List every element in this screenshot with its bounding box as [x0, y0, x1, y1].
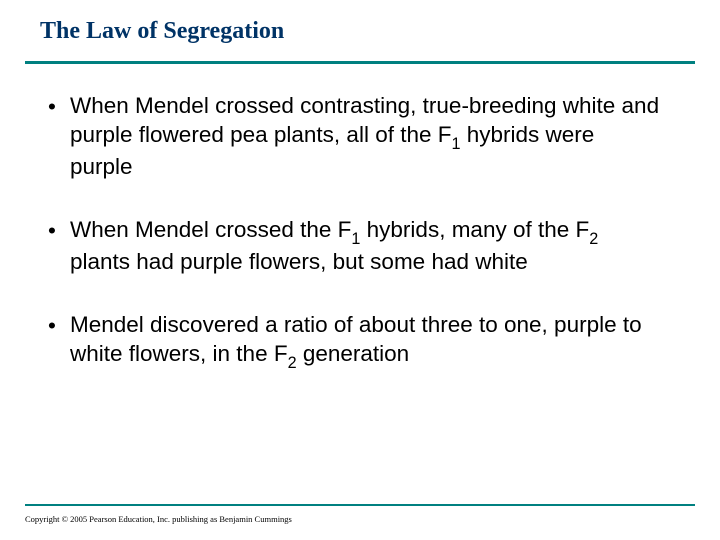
bullet-text: When Mendel crossed contrasting, true-br… [70, 92, 662, 182]
bullet-text: Mendel discovered a ratio of about three… [70, 311, 662, 372]
copyright-text: Copyright © 2005 Pearson Education, Inc.… [25, 514, 292, 524]
bullet-marker: • [48, 216, 70, 277]
title-divider [25, 61, 695, 64]
bullet-marker: • [48, 311, 70, 372]
content-area: • When Mendel crossed contrasting, true-… [30, 92, 690, 372]
bullet-item: • When Mendel crossed the F1 hybrids, ma… [48, 216, 662, 277]
footer-divider [25, 504, 695, 506]
bullet-marker: • [48, 92, 70, 182]
bullet-item: • Mendel discovered a ratio of about thr… [48, 311, 662, 372]
slide-container: The Law of Segregation • When Mendel cro… [0, 0, 720, 540]
bullet-text: When Mendel crossed the F1 hybrids, many… [70, 216, 662, 277]
bullet-item: • When Mendel crossed contrasting, true-… [48, 92, 662, 182]
page-title: The Law of Segregation [30, 18, 690, 45]
